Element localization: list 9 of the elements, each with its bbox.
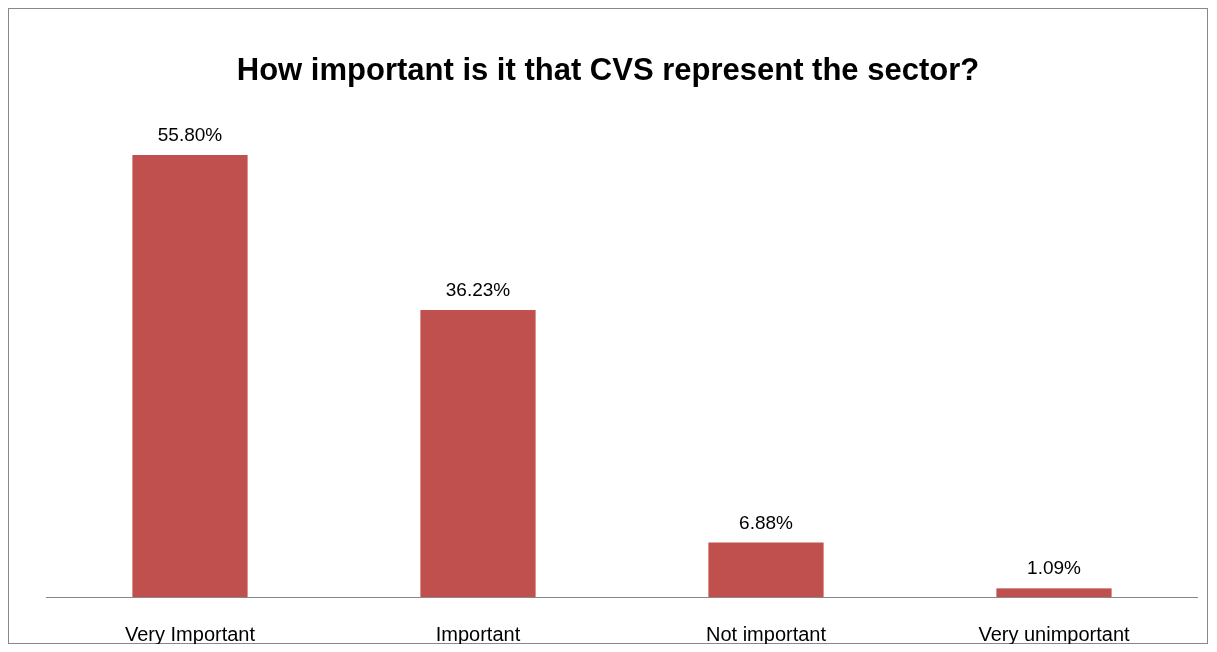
data-label: 55.80% (157, 124, 223, 145)
chart-title: How important is it that CVS represent the sector? (236, 52, 980, 87)
bar (996, 588, 1112, 597)
bar (708, 542, 824, 597)
bar (420, 310, 536, 597)
data-label: 36.23% (445, 279, 511, 301)
bar (132, 155, 248, 597)
data-label: 1.09% (1027, 557, 1082, 579)
data-label: 6.88% (739, 511, 794, 533)
